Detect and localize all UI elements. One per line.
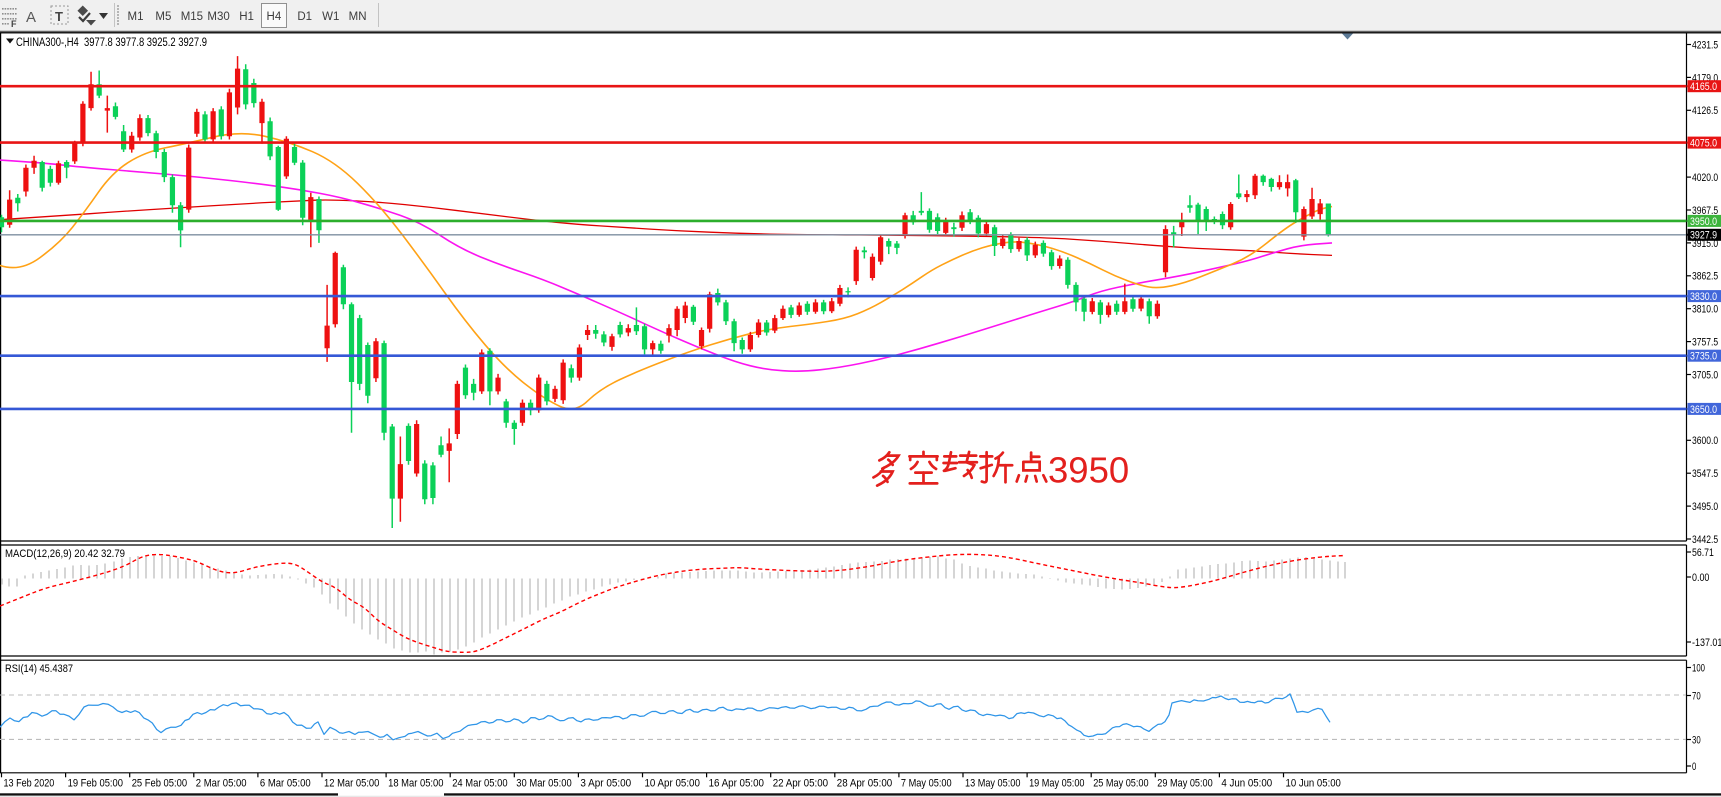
svg-text:MN: MN — [349, 11, 367, 23]
svg-text:4165.0: 4165.0 — [1690, 81, 1717, 93]
svg-text:0.00: 0.00 — [1692, 572, 1709, 584]
svg-text:3600.0: 3600.0 — [1692, 435, 1718, 447]
svg-text:-137.01: -137.01 — [1692, 637, 1721, 649]
svg-text:25 May 05:00: 25 May 05:00 — [1093, 778, 1148, 790]
svg-text:30 Mar 05:00: 30 Mar 05:00 — [516, 778, 571, 790]
svg-text:3810.0: 3810.0 — [1692, 304, 1718, 316]
svg-text:2 Mar 05:00: 2 Mar 05:00 — [196, 778, 247, 790]
svg-text:F: F — [11, 19, 17, 29]
svg-text:H4: H4 — [267, 11, 282, 23]
svg-text:25 Feb 05:00: 25 Feb 05:00 — [132, 778, 187, 790]
svg-text:MACD(12,26,9) 20.42 32.79: MACD(12,26,9) 20.42 32.79 — [5, 548, 125, 560]
svg-text:4126.5: 4126.5 — [1692, 105, 1718, 117]
svg-text:18 Mar 05:00: 18 Mar 05:00 — [388, 778, 443, 790]
svg-text:D1: D1 — [297, 11, 312, 23]
svg-text:56.71: 56.71 — [1692, 547, 1714, 559]
svg-text:7 May 05:00: 7 May 05:00 — [901, 778, 952, 790]
svg-text:CHINA300-,H4 3977.8 3977.8 39: CHINA300-,H4 3977.8 3977.8 3925.2 3927.9 — [16, 37, 207, 49]
svg-text:3927.9: 3927.9 — [1690, 230, 1717, 242]
svg-text:3830.0: 3830.0 — [1690, 291, 1717, 303]
svg-text:3967.5: 3967.5 — [1692, 205, 1718, 217]
svg-text:3547.5: 3547.5 — [1692, 468, 1718, 480]
svg-text:3495.0: 3495.0 — [1692, 501, 1718, 513]
svg-text:4231.5: 4231.5 — [1692, 39, 1718, 51]
svg-text:3757.5: 3757.5 — [1692, 337, 1718, 349]
svg-text:0: 0 — [1692, 761, 1696, 773]
svg-text:3705.0: 3705.0 — [1692, 369, 1718, 381]
svg-text:3950.0: 3950.0 — [1690, 216, 1717, 228]
svg-text:4020.0: 4020.0 — [1692, 172, 1718, 184]
svg-text:10 Jun 05:00: 10 Jun 05:00 — [1286, 778, 1341, 790]
svg-text:28 Apr 05:00: 28 Apr 05:00 — [837, 778, 892, 790]
svg-text:3950: 3950 — [1048, 450, 1129, 491]
svg-text:12 Mar 05:00: 12 Mar 05:00 — [324, 778, 379, 790]
svg-text:10 Apr 05:00: 10 Apr 05:00 — [645, 778, 700, 790]
svg-text:19 Feb 05:00: 19 Feb 05:00 — [68, 778, 123, 790]
svg-text:3862.5: 3862.5 — [1692, 271, 1718, 283]
svg-text:H1: H1 — [239, 11, 254, 23]
svg-text:4 Jun 05:00: 4 Jun 05:00 — [1221, 778, 1272, 790]
svg-text:3735.0: 3735.0 — [1690, 351, 1717, 363]
svg-text:M15: M15 — [181, 11, 203, 23]
svg-text:3 Apr 05:00: 3 Apr 05:00 — [580, 778, 631, 790]
svg-text:16 Apr 05:00: 16 Apr 05:00 — [709, 778, 764, 790]
svg-text:W1: W1 — [322, 11, 339, 23]
svg-text:3650.0: 3650.0 — [1690, 404, 1717, 416]
svg-text:3442.5: 3442.5 — [1692, 534, 1718, 546]
svg-text:T: T — [55, 9, 63, 24]
svg-text:M5: M5 — [155, 11, 171, 23]
svg-text:4075.0: 4075.0 — [1690, 138, 1717, 150]
svg-text:13 May 05:00: 13 May 05:00 — [965, 778, 1020, 790]
svg-text:19 May 05:00: 19 May 05:00 — [1029, 778, 1084, 790]
svg-text:30: 30 — [1692, 734, 1701, 746]
svg-text:13 Feb 2020: 13 Feb 2020 — [4, 778, 55, 790]
svg-text:M1: M1 — [128, 11, 144, 23]
svg-text:29 May 05:00: 29 May 05:00 — [1157, 778, 1212, 790]
svg-text:A: A — [26, 9, 36, 26]
svg-text:70: 70 — [1692, 690, 1701, 702]
svg-text:22 Apr 05:00: 22 Apr 05:00 — [773, 778, 828, 790]
svg-text:24 Mar 05:00: 24 Mar 05:00 — [452, 778, 507, 790]
svg-text:RSI(14) 45.4387: RSI(14) 45.4387 — [5, 663, 73, 675]
svg-text:6 Mar 05:00: 6 Mar 05:00 — [260, 778, 311, 790]
svg-text:100: 100 — [1692, 662, 1705, 674]
svg-text:M30: M30 — [207, 11, 229, 23]
